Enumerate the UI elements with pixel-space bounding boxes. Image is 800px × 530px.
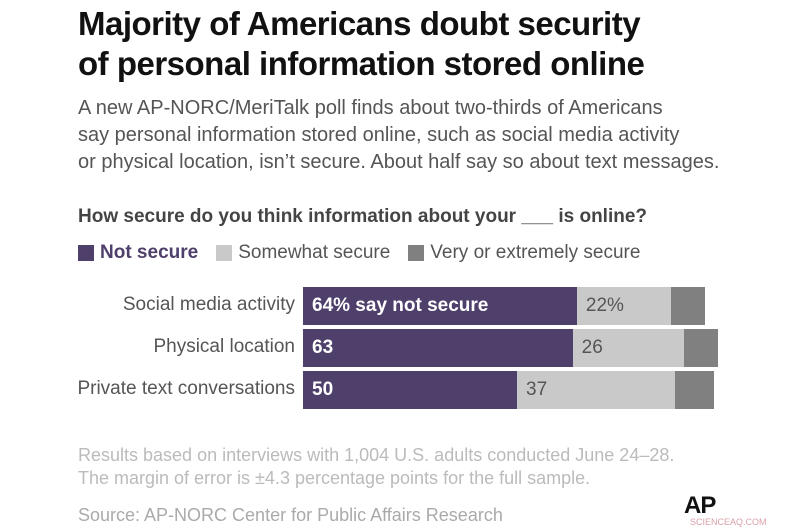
data-label: 22% (585, 295, 624, 316)
data-label: 50 (312, 379, 334, 400)
title-line: Majority of Americans doubt security (78, 5, 641, 42)
title-line: of personal information stored online (78, 45, 645, 82)
legend-label: Somewhat secure (238, 242, 391, 263)
bar-segment (671, 287, 706, 325)
category-label: Physical location (153, 336, 295, 357)
note-line: The margin of error is ±4.3 percentage p… (78, 468, 591, 488)
legend-item: Somewhat secure (216, 242, 390, 264)
note-line: Results based on interviews with 1,004 U… (78, 445, 675, 465)
legend-swatch (78, 245, 94, 261)
bar-segment: 64% say not secure (303, 287, 577, 325)
bar-segment: 50 (303, 371, 517, 409)
legend-label: Not secure (100, 242, 199, 263)
bar-segment (675, 371, 714, 409)
subtitle-line: say personal information stored online, … (78, 124, 680, 146)
subtitle-line: or physical location, isn’t secure. Abou… (78, 151, 720, 173)
data-label: 63 (312, 337, 334, 358)
legend-item: Very or extremely secure (408, 242, 640, 264)
bar-segment (683, 329, 719, 367)
source-note: Source: AP-NORC Center for Public Affair… (78, 505, 503, 525)
chart-question: How secure do you think information abou… (78, 206, 648, 227)
chart-title: Majority of Americans doubt security of … (78, 4, 645, 84)
legend: Not secure Somewhat secure Very or extreme… (78, 242, 640, 264)
legend-item: Not secure (78, 242, 198, 264)
watermark: SCIENCEAQ.COM (690, 517, 767, 527)
chart-subtitle: A new AP-NORC/MeriTalk poll finds about … (78, 95, 719, 176)
legend-label: Very or extremely secure (430, 242, 641, 263)
subtitle-line: A new AP-NORC/MeriTalk poll finds about … (78, 97, 663, 119)
bar-segment: 22% (576, 287, 672, 325)
ap-logo: AP (684, 492, 716, 519)
methodology-note: Results based on interviews with 1,004 U… (78, 444, 674, 490)
category-label: Private text conversations (77, 378, 295, 399)
bar-segment: 63 (303, 329, 573, 367)
legend-swatch (408, 245, 425, 261)
legend-swatch (216, 245, 233, 261)
category-label: Social media activity (122, 294, 295, 315)
data-label: 64% say not secure (312, 295, 489, 316)
data-label: 26 (581, 337, 603, 358)
data-label: 37 (526, 379, 548, 400)
bar-segment: 37 (517, 371, 676, 409)
bar-segment: 26 (572, 329, 684, 367)
